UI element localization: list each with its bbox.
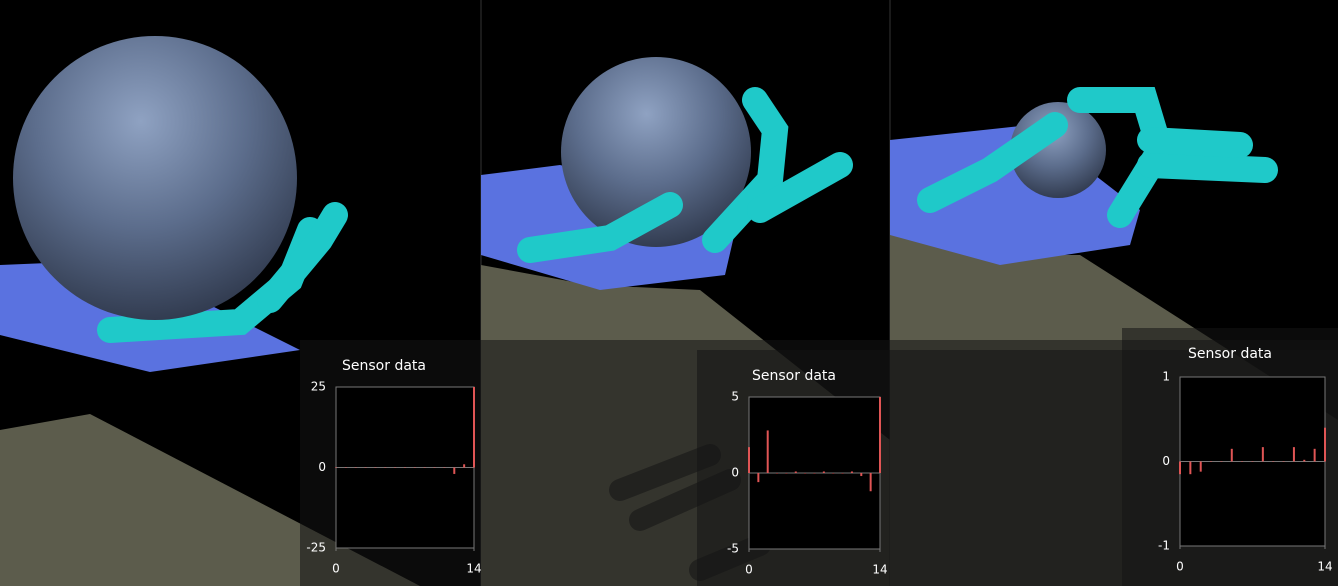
bar (1251, 461, 1254, 462)
bar (1303, 459, 1306, 462)
x-tick-label: 0 (1176, 560, 1184, 574)
bar (785, 473, 788, 474)
bar (443, 467, 446, 468)
bar (804, 473, 807, 474)
y-tick-label: -25 (306, 541, 326, 555)
bar (879, 397, 881, 473)
bar (850, 471, 853, 473)
bar (1292, 447, 1295, 462)
bar (1313, 448, 1316, 462)
bar (423, 467, 426, 468)
bar (1324, 427, 1326, 462)
bar (832, 473, 835, 474)
y-tick-label: 0 (1162, 454, 1170, 468)
bar (1272, 461, 1275, 462)
y-tick-label: -1 (1158, 539, 1170, 553)
bar (335, 467, 337, 468)
y-tick-label: 25 (311, 380, 326, 394)
bar (766, 430, 769, 473)
bar (404, 467, 406, 468)
bar (463, 464, 466, 468)
bar (1241, 461, 1244, 462)
bar (453, 467, 456, 474)
bar (748, 447, 750, 473)
bar (776, 473, 779, 474)
bar (1230, 448, 1233, 462)
bar (473, 387, 475, 468)
bar (384, 467, 387, 468)
y-tick-label: 0 (318, 460, 326, 474)
x-tick-label: 0 (332, 562, 340, 576)
x-tick-label: 0 (745, 563, 753, 577)
bar (344, 467, 347, 468)
bar (813, 473, 816, 474)
bar (794, 471, 797, 473)
bar (433, 467, 436, 468)
y-tick-label: 1 (1162, 370, 1170, 384)
chart-title: Sensor data (752, 368, 836, 384)
y-tick-label: 0 (731, 466, 739, 480)
bar (841, 473, 844, 474)
bar (364, 467, 367, 468)
bar (374, 467, 377, 468)
chart-title: Sensor data (1188, 346, 1272, 362)
bar (822, 471, 825, 473)
bar (1199, 461, 1202, 472)
y-tick-label: -5 (727, 542, 739, 556)
bar (860, 473, 863, 477)
bar (757, 473, 760, 483)
x-tick-label: 14 (466, 562, 481, 576)
bar (1261, 447, 1264, 462)
bar (1179, 461, 1181, 475)
y-tick-label: 5 (731, 390, 739, 404)
bar (1210, 461, 1213, 462)
bar (394, 467, 397, 468)
bar (354, 467, 357, 468)
bar (1189, 461, 1192, 475)
x-tick-label: 14 (872, 563, 887, 577)
bar (869, 473, 872, 492)
chart-title: Sensor data (342, 358, 426, 374)
bar (413, 467, 416, 468)
bar (1220, 461, 1223, 462)
bar (1282, 461, 1285, 462)
x-tick-label: 14 (1317, 560, 1332, 574)
